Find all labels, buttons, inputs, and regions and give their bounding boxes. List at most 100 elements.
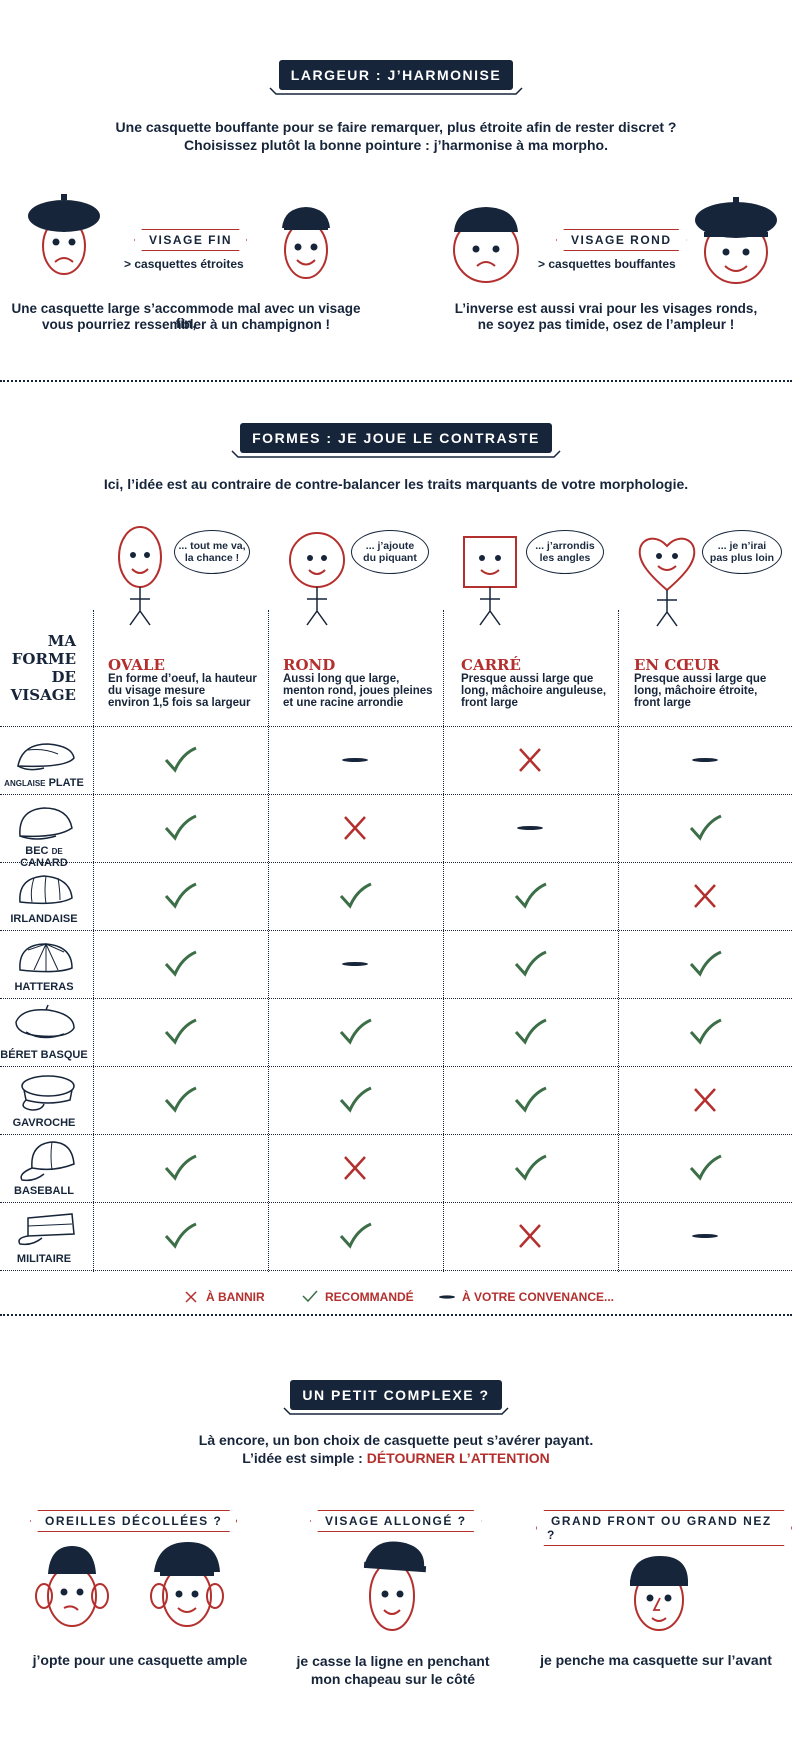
tag-visage-allonge: VISAGE ALLONGÉ ? bbox=[310, 1510, 482, 1532]
check-icon bbox=[689, 1154, 722, 1181]
square-face-figure-icon bbox=[463, 536, 517, 626]
banner-underline bbox=[231, 450, 561, 458]
section1-left-text-2: vous pourriez ressembler à un champignon… bbox=[41, 317, 331, 332]
check-icon bbox=[164, 1018, 197, 1045]
section1-banner: LARGEUR : J’HARMONISE bbox=[0, 60, 792, 90]
legend-ban: À BANNIR bbox=[206, 1290, 265, 1304]
tag-front-nez: GRAND FRONT OU GRAND NEZ ? bbox=[536, 1510, 792, 1546]
grid-vline bbox=[618, 610, 619, 1272]
check-icon bbox=[164, 814, 197, 841]
section1-left-text-1: Une casquette large s’accommode mal avec… bbox=[11, 301, 361, 331]
grid-hline bbox=[0, 1270, 792, 1271]
section2-title: FORMES : JE JOUE LE CONTRASTE bbox=[240, 423, 552, 453]
ears-sad-face-icon bbox=[35, 1546, 109, 1627]
tag-oreilles: OREILLES DÉCOLLÉES ? bbox=[30, 1510, 237, 1532]
dash-icon bbox=[342, 962, 368, 966]
bubble-ovale: ... tout me va, la chance ! bbox=[174, 530, 250, 574]
check-icon bbox=[514, 950, 547, 977]
section3-text-allonge: je casse la ligne en penchant mon chapeau… bbox=[296, 1653, 490, 1687]
section3-banner: UN PETIT COMPLEXE ? bbox=[0, 1380, 792, 1410]
hatteras-cap-icon bbox=[19, 942, 73, 973]
ears-happy-face-beret-icon bbox=[150, 1542, 224, 1627]
grid-hline bbox=[0, 998, 792, 999]
section1-intro-2: Choisissez plutôt la bonne pointure : j’… bbox=[184, 137, 608, 153]
check-icon bbox=[164, 1222, 197, 1249]
check-icon bbox=[514, 1086, 547, 1113]
grid-vline bbox=[443, 610, 444, 1272]
cross-icon bbox=[519, 1224, 541, 1248]
check-icon bbox=[164, 1154, 197, 1181]
shape-carre-desc: Presque aussi large que long, mâchoire an… bbox=[461, 673, 607, 709]
sad-thin-face-big-cap-icon bbox=[28, 194, 100, 275]
cross-icon bbox=[694, 884, 716, 908]
cross-icon bbox=[344, 816, 366, 840]
sad-round-face-small-cap-icon bbox=[453, 207, 519, 283]
baseball-cap-icon bbox=[20, 1141, 75, 1182]
section-divider bbox=[0, 1314, 792, 1316]
hat-label-gavroche: GAVROCHE bbox=[12, 1117, 76, 1129]
grid-hline bbox=[0, 1134, 792, 1135]
grid-hline bbox=[0, 1066, 792, 1067]
check-icon bbox=[689, 950, 722, 977]
grid-hline bbox=[0, 726, 792, 727]
shape-ovale-name: OVALE bbox=[108, 656, 165, 674]
section3-text-oreilles: j’opte pour une casquette ample bbox=[32, 1652, 248, 1668]
row-header-forme: MA FORME DE VISAGE bbox=[10, 632, 76, 704]
section1-right-text-1: L’inverse est aussi vrai pour les visage… bbox=[454, 301, 758, 316]
hat-label-irlandaise: IRLANDAISE bbox=[10, 913, 78, 925]
tag-visage-fin: VISAGE FIN bbox=[134, 229, 247, 251]
cross-icon bbox=[519, 748, 541, 772]
round-face-figure-icon bbox=[289, 532, 345, 626]
section3-text-front-nez: je penche ma casquette sur l’avant bbox=[540, 1652, 772, 1668]
grid-hline bbox=[0, 794, 792, 795]
check-icon bbox=[164, 1086, 197, 1113]
grid-vline bbox=[268, 610, 269, 1272]
banner-underline bbox=[269, 87, 523, 95]
legend-free: À VOTRE CONVENANCE... bbox=[462, 1290, 615, 1304]
check-icon bbox=[164, 746, 197, 773]
legend-rec: RECOMMANDÉ bbox=[325, 1290, 414, 1304]
grid-vline bbox=[93, 610, 94, 1272]
check-icon bbox=[339, 1018, 372, 1045]
hat-label-baseball: BASEBALL bbox=[14, 1185, 74, 1197]
check-icon bbox=[164, 882, 197, 909]
check-icon bbox=[514, 882, 547, 909]
section3-intro-1: Là encore, un bon choix de casquette peu… bbox=[198, 1432, 594, 1448]
section1-right-text-2: ne soyez pas timide, osez de l’ampleur ! bbox=[477, 317, 735, 332]
check-icon bbox=[689, 1018, 722, 1045]
dash-icon bbox=[692, 1234, 718, 1238]
grid-hline bbox=[0, 930, 792, 931]
shape-rond-name: ROND bbox=[283, 656, 336, 674]
section3-intro-2: L’idée est simple : DÉTOURNER L’ATTENTIO… bbox=[242, 1450, 550, 1466]
shape-rond-desc: Aussi long que large, menton rond, joues … bbox=[283, 673, 433, 709]
bubble-coeur: ... je n’irai pas plus loin bbox=[702, 530, 782, 574]
check-icon bbox=[164, 950, 197, 977]
check-icon bbox=[689, 814, 722, 841]
shape-ovale-desc: En forme d’oeuf, la hauteur du visage mes… bbox=[108, 673, 257, 709]
grid-hline bbox=[0, 862, 792, 863]
cross-icon bbox=[694, 1088, 716, 1112]
legend-dash-icon bbox=[439, 1295, 455, 1299]
shape-coeur-desc: Presque aussi large que long, mâchoire ét… bbox=[634, 673, 767, 709]
check-icon bbox=[339, 1222, 372, 1249]
hat-label-hatteras: HATTERAS bbox=[14, 981, 74, 993]
big-nose-face-forward-cap-icon bbox=[630, 1556, 688, 1631]
section1-intro-1: Une casquette bouffante pour se faire re… bbox=[115, 119, 677, 135]
shape-carre-name: CARRÉ bbox=[461, 656, 521, 674]
hat-label-militaire: MILITAIRE bbox=[16, 1253, 72, 1265]
legend-check-icon bbox=[302, 1290, 318, 1303]
beret-icon bbox=[15, 1004, 75, 1039]
bubble-carre: ... j’arrondis les angles bbox=[526, 530, 604, 574]
hat-label-plate: ANGLAISE PLATE bbox=[4, 777, 84, 789]
section3-title: UN PETIT COMPLEXE ? bbox=[290, 1380, 502, 1410]
military-cap-icon bbox=[18, 1213, 75, 1246]
dash-icon bbox=[342, 758, 368, 762]
section1-title: LARGEUR : J’HARMONISE bbox=[278, 60, 514, 90]
dash-icon bbox=[517, 826, 543, 830]
sub-casquettes-etroites: > casquettes étroites bbox=[124, 257, 244, 271]
bubble-rond: ... j’ajoute du piquant bbox=[351, 530, 429, 574]
grid-hline bbox=[0, 1202, 792, 1203]
oval-face-figure-icon bbox=[118, 526, 162, 626]
banner-underline bbox=[283, 1407, 509, 1415]
check-icon bbox=[514, 1154, 547, 1181]
